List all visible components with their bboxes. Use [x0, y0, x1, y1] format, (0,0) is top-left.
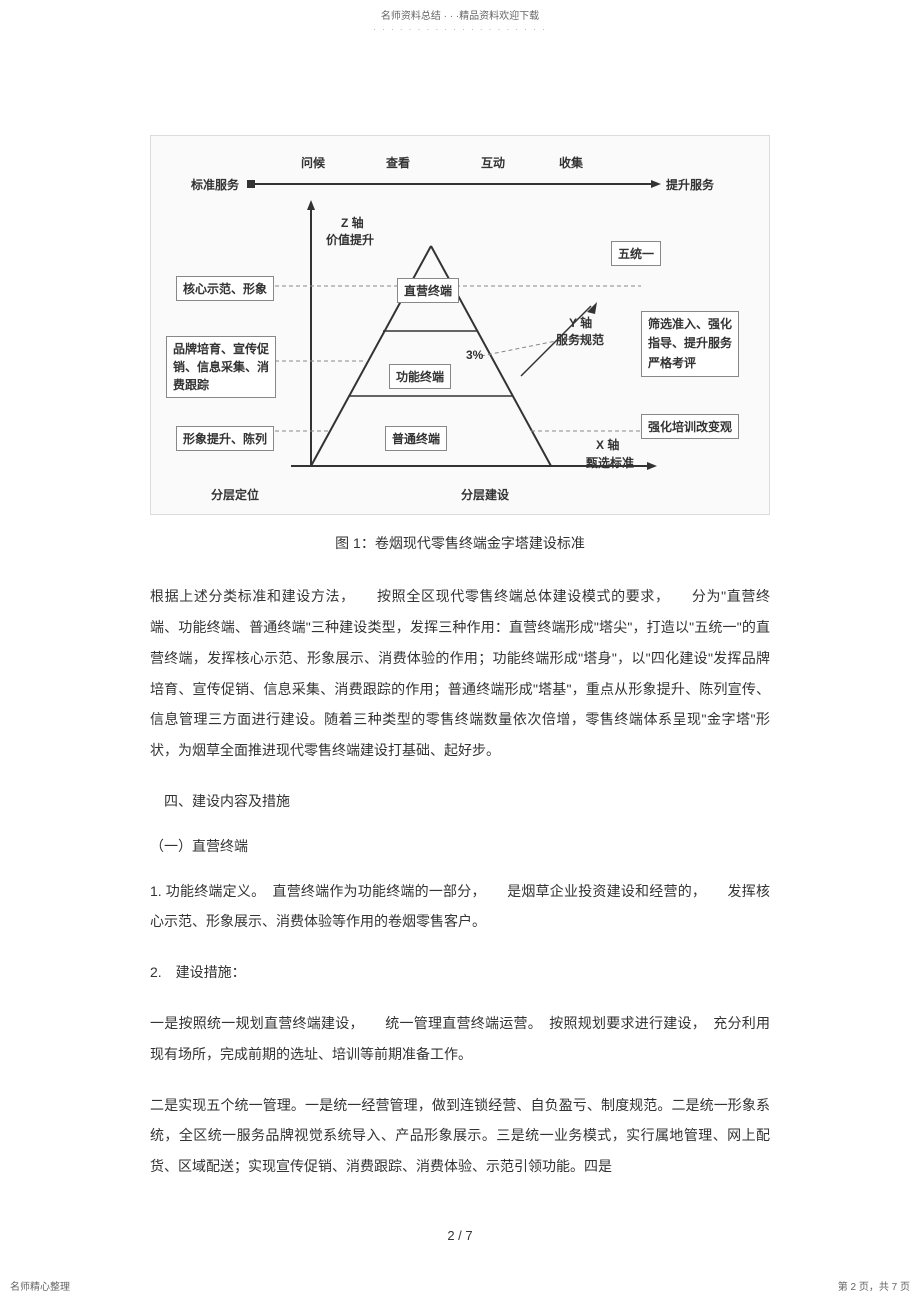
lbl-func: 功能终端 — [389, 364, 451, 389]
lbl-brand2: 销、信息采集、消 — [173, 358, 269, 376]
p-definition: 1. 功能终端定义。 直营终端作为功能终端的一部分， 是烟草企业投资建设和经营的… — [150, 876, 770, 938]
top-header: 名师资料总结 · · ·精品资料欢迎下载 · · · · · · · · · ·… — [0, 0, 920, 35]
page-number: 2 / 7 — [0, 1228, 920, 1243]
paragraph-1: 根据上述分类标准和建设方法， 按照全区现代零售终端总体建设模式的要求， 分为"直… — [150, 581, 770, 766]
lbl-right-group: 筛选准入、强化 指导、提升服务 严格考评 — [641, 311, 739, 377]
lbl-direct: 直营终端 — [397, 278, 459, 303]
lbl-brand-group: 品牌培育、宣传促 销、信息采集、消 费跟踪 — [166, 336, 276, 398]
lbl-brand3: 费跟踪 — [173, 376, 269, 394]
lbl-screen: 筛选准入、强化 — [648, 315, 732, 334]
lbl-upgrade-service: 提升服务 — [666, 176, 714, 193]
lbl-zaxis: Z 轴 — [341, 214, 364, 231]
subsection-1: （一）直营终端 — [150, 831, 770, 862]
p-measure-1: 一是按照统一规划直营终端建设， 统一管理直营终端运营。 按照规划要求进行建设， … — [150, 1008, 770, 1070]
footer-left: 名师精心整理 — [10, 1278, 70, 1293]
lbl-interact: 互动 — [481, 154, 505, 171]
lbl-train: 强化培训改变观 — [641, 414, 739, 439]
header-line1: 名师资料总结 · · ·精品资料欢迎下载 — [0, 10, 920, 24]
lbl-pos-layer: 分层定位 — [211, 486, 259, 503]
pyramid-figure: 问候 查看 互动 收集 标准服务 提升服务 Z 轴 价值提升 核心示范、形象 五… — [150, 135, 770, 515]
lbl-normal: 普通终端 — [385, 426, 447, 451]
p-measure-2: 二是实现五个统一管理。一是统一经营管理，做到连锁经营、自负盈亏、制度规范。二是统… — [150, 1090, 770, 1182]
lbl-five-unify: 五统一 — [611, 241, 661, 266]
lbl-yaxis: Y 轴 — [569, 314, 592, 331]
lbl-valueup: 价值提升 — [326, 231, 374, 248]
lbl-strict: 严格考评 — [648, 354, 732, 373]
lbl-image-up: 形象提升、陈列 — [176, 426, 274, 451]
page-content: 问候 查看 互动 收集 标准服务 提升服务 Z 轴 价值提升 核心示范、形象 五… — [0, 35, 920, 1242]
p-measures: 2. 建设措施： — [150, 957, 770, 988]
lbl-service-norm: 服务规范 — [556, 331, 604, 348]
lbl-select-std: 甄选标准 — [586, 454, 634, 471]
lbl-brand1: 品牌培育、宣传促 — [173, 340, 269, 358]
lbl-build-layer: 分层建设 — [461, 486, 509, 503]
lbl-std-service: 标准服务 — [191, 176, 239, 193]
lbl-3pct: 3% — [466, 348, 483, 362]
header-dots: · · · · · · · · · · · · · · · · · · · · — [0, 24, 920, 35]
footer-right: 第 2 页，共 7 页 — [838, 1278, 910, 1293]
lbl-guide: 指导、提升服务 — [648, 334, 732, 353]
figure-caption: 图 1：卷烟现代零售终端金字塔建设标准 — [150, 533, 770, 553]
lbl-view: 查看 — [386, 154, 410, 171]
lbl-xaxis: X 轴 — [596, 436, 619, 453]
lbl-greet: 问候 — [301, 154, 325, 171]
lbl-core-demo: 核心示范、形象 — [176, 276, 274, 301]
section-4-title: 四、建设内容及措施 — [150, 786, 770, 817]
lbl-collect: 收集 — [559, 154, 583, 171]
